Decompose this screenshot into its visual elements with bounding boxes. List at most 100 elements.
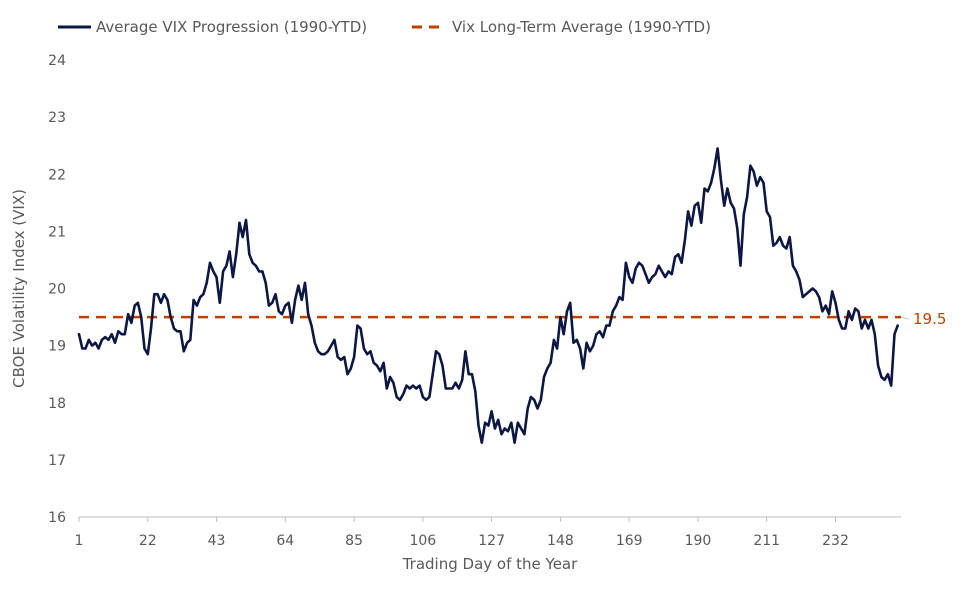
vix-point-day-107 <box>425 399 427 401</box>
vix-point-day-121 <box>471 373 473 376</box>
vix-point-day-41 <box>209 262 211 264</box>
vix-point-day-208 <box>756 184 758 187</box>
vix-point-day-166 <box>618 296 621 298</box>
vix-point-day-34 <box>186 342 188 344</box>
vix-point-day-244 <box>874 333 876 336</box>
x-tick-label-106: 106 <box>409 533 436 549</box>
vix-point-day-45 <box>222 270 224 273</box>
vix-point-day-100 <box>402 393 405 396</box>
vix-point-day-64 <box>284 304 287 307</box>
vix-point-day-72 <box>310 324 313 327</box>
vix-point-day-160 <box>598 330 601 333</box>
vix-point-day-224 <box>808 290 811 293</box>
vix-point-day-226 <box>815 290 817 293</box>
vix-point-day-247 <box>883 379 886 381</box>
x-tick-label-85: 85 <box>345 533 363 549</box>
vix-point-day-135 <box>517 421 519 424</box>
vix-point-day-231 <box>831 290 833 293</box>
y-tick-label-18: 18 <box>48 396 66 412</box>
vix-point-day-123 <box>477 424 480 427</box>
vix-point-day-69 <box>300 299 303 301</box>
vix-point-day-146 <box>553 339 555 341</box>
vix-point-day-212 <box>769 216 771 218</box>
vix-point-day-213 <box>772 244 775 247</box>
vix-point-day-76 <box>323 353 326 356</box>
x-tick-label-211: 211 <box>753 533 780 549</box>
vix-point-day-180 <box>664 276 666 278</box>
vix-point-day-218 <box>788 236 791 238</box>
vix-point-day-51 <box>241 236 244 238</box>
vix-point-day-216 <box>782 244 784 247</box>
vix-point-day-149 <box>562 333 565 336</box>
vix-point-day-234 <box>841 327 843 330</box>
vix-point-day-109 <box>431 373 434 376</box>
vix-point-day-75 <box>320 353 323 356</box>
vix-point-day-9 <box>104 336 106 338</box>
vix-point-day-170 <box>631 282 634 284</box>
vix-point-day-204 <box>743 213 745 215</box>
vix-point-day-164 <box>612 310 614 313</box>
x-tick-label-22: 22 <box>139 533 157 549</box>
vix-point-day-161 <box>602 336 604 338</box>
vix-point-day-83 <box>346 373 349 376</box>
vix-point-day-28 <box>166 299 169 301</box>
vix-point-day-1 <box>78 333 80 336</box>
vix-point-day-33 <box>183 350 185 353</box>
vix-point-day-181 <box>667 270 670 273</box>
vix-point-day-245 <box>877 364 879 367</box>
x-tick-label-127: 127 <box>478 533 505 549</box>
vix-point-day-22 <box>147 353 149 356</box>
vix-point-day-138 <box>526 407 529 410</box>
y-axis-title: CBOE Volatility Index (VIX) <box>10 189 28 388</box>
vix-point-day-32 <box>179 330 182 333</box>
vix-point-day-71 <box>307 313 310 316</box>
vix-point-day-11 <box>110 333 113 336</box>
vix-point-day-14 <box>120 333 123 336</box>
vix-point-day-172 <box>638 262 640 264</box>
vix-point-day-145 <box>549 362 552 364</box>
vix-point-day-47 <box>228 250 231 253</box>
vix-point-day-80 <box>336 356 339 358</box>
vix-point-day-140 <box>533 399 535 401</box>
vix-point-day-219 <box>792 264 794 267</box>
vix-point-day-29 <box>169 316 172 318</box>
vix-point-day-68 <box>297 284 300 287</box>
vix-point-day-16 <box>127 313 129 316</box>
vix-point-day-227 <box>818 296 820 298</box>
legend: Average VIX Progression (1990-YTD) Vix L… <box>58 18 711 36</box>
vix-point-day-132 <box>507 430 509 433</box>
vix-point-day-131 <box>503 427 506 430</box>
vix-point-day-221 <box>798 279 801 281</box>
vix-point-day-111 <box>438 353 441 356</box>
y-tick-label-22: 22 <box>48 167 66 183</box>
vix-point-day-61 <box>274 293 277 296</box>
vix-point-day-198 <box>723 204 725 207</box>
vix-point-day-84 <box>350 367 352 370</box>
vix-point-day-70 <box>304 282 306 284</box>
vix-point-day-102 <box>409 387 411 390</box>
vix-point-day-48 <box>232 276 234 278</box>
vix-point-day-186 <box>684 239 686 241</box>
vix-point-day-156 <box>585 342 588 344</box>
vix-point-day-185 <box>680 262 683 264</box>
vix-point-day-10 <box>107 339 110 341</box>
vix-point-day-106 <box>422 396 424 398</box>
vix-point-day-143 <box>543 376 545 378</box>
vix-point-day-38 <box>199 296 201 298</box>
vix-point-day-78 <box>330 344 333 347</box>
vix-point-day-94 <box>382 362 385 364</box>
vix-point-day-203 <box>739 264 742 267</box>
vix-point-day-73 <box>314 342 316 344</box>
vix-point-day-37 <box>196 304 198 307</box>
vix-point-day-147 <box>556 347 558 350</box>
vix-point-day-93 <box>379 370 382 373</box>
vix-point-day-12 <box>114 342 116 344</box>
vix-point-day-60 <box>271 302 274 304</box>
vix-point-day-195 <box>713 167 716 170</box>
vix-point-day-63 <box>281 313 283 316</box>
vix-point-day-2 <box>81 347 84 350</box>
vix-point-day-139 <box>530 396 532 398</box>
vix-point-day-165 <box>615 304 617 307</box>
vix-point-day-133 <box>510 421 513 424</box>
vix-point-day-199 <box>726 187 729 190</box>
